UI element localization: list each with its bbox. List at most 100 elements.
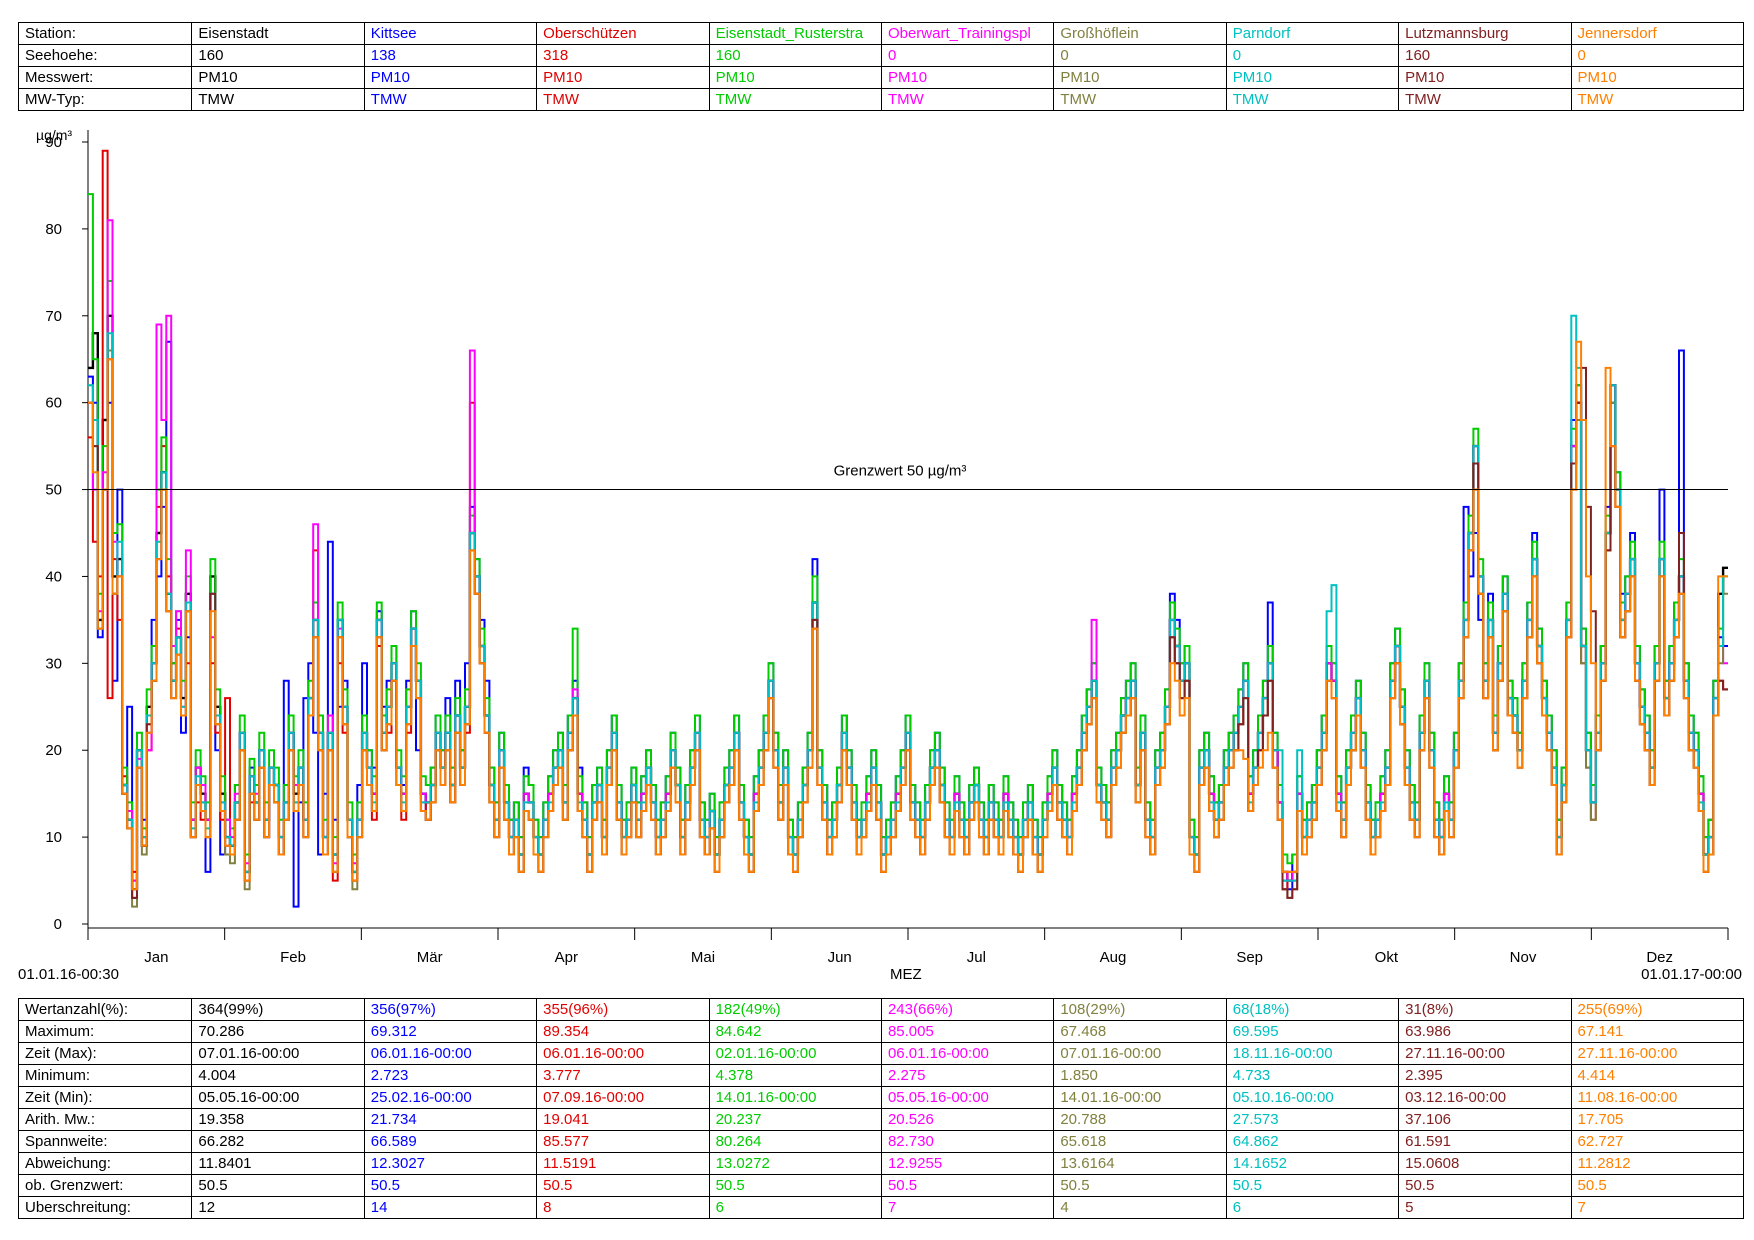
stats-value: 25.02.16-00:00: [363, 1086, 538, 1109]
stats-value: 27.11.16-00:00: [1570, 1042, 1745, 1065]
stats-value: 63.986: [1398, 1020, 1572, 1043]
stats-row: Maximum: 70.286 69.312 89.354 84.642 85.005 67…: [17, 1020, 1745, 1043]
stats-value: 11.2812: [1570, 1152, 1745, 1175]
stats-value: 6: [1225, 1196, 1400, 1219]
x-axis-title: MEZ: [890, 966, 922, 983]
station-cell: Großhöflein: [1053, 22, 1227, 45]
row-label: Messwert:: [17, 66, 193, 89]
stats-value: 37.106: [1398, 1108, 1572, 1131]
station-cell: Eisenstadt_Rusterstra: [708, 22, 882, 45]
x-month-label: Dez: [1646, 949, 1673, 966]
stats-value: 85.577: [536, 1130, 710, 1153]
y-tick-label: 80: [45, 221, 62, 238]
x-month-label: Mär: [417, 949, 443, 966]
stats-label: Abweichung:: [17, 1152, 193, 1175]
stats-value: 7: [1570, 1196, 1745, 1219]
station-cell: 160: [191, 44, 365, 67]
station-cell: Lutzmannsburg: [1398, 22, 1572, 45]
x-month-label: Nov: [1510, 949, 1537, 966]
stats-value: 80.264: [708, 1130, 882, 1153]
stats-row: Zeit (Max): 07.01.16-00:00 06.01.16-00:00 0…: [17, 1042, 1745, 1065]
station-cell: TMW: [191, 88, 365, 111]
x-month-label: Mai: [691, 949, 715, 966]
stats-value: 50.5: [880, 1174, 1055, 1197]
station-cell: 160: [1398, 44, 1572, 67]
series-line: [88, 314, 1728, 891]
station-cell: Oberschützen: [536, 22, 710, 45]
stats-value: 82.730: [880, 1130, 1055, 1153]
stats-value: 2.395: [1398, 1064, 1572, 1087]
stats-label: Arith. Mw.:: [17, 1108, 193, 1131]
station-cell: PM10: [363, 66, 538, 89]
station-cell: TMW: [1225, 88, 1400, 111]
stats-value: 02.01.16-00:00: [708, 1042, 882, 1065]
stats-value: 14.01.16-00:00: [708, 1086, 882, 1109]
stats-row: Abweichung: 11.8401 12.3027 11.5191 13.0272 1…: [17, 1152, 1745, 1175]
stats-value: 2.275: [880, 1064, 1055, 1087]
stats-label: Uberschreitung:: [17, 1196, 193, 1219]
x-month-label: Jun: [828, 949, 852, 966]
stats-value: 13.6164: [1053, 1152, 1227, 1175]
stats-value: 4: [1053, 1196, 1227, 1219]
x-axis: Jan Feb Mär Apr Mai Jun Jul Aug Sep Okt Nov Dez: [87, 927, 1729, 966]
stats-value: 62.727: [1570, 1130, 1745, 1153]
stats-value: 14.01.16-00:00: [1053, 1086, 1227, 1109]
station-cell: PM10: [1398, 66, 1572, 89]
stats-value: 07.01.16-00:00: [1053, 1042, 1227, 1065]
stats-value: 8: [536, 1196, 710, 1219]
stats-label: Minimum:: [17, 1064, 193, 1087]
y-tick-label: 0: [54, 916, 62, 933]
x-end-label: 01.01.17-00:00: [1641, 966, 1742, 983]
stats-value: 66.589: [363, 1130, 538, 1153]
stats-value: 14.1652: [1225, 1152, 1400, 1175]
stats-label: Maximum:: [17, 1020, 193, 1043]
mwtyp-row: MW-Typ: TMW TMW TMW TMW TMW TMW TMW TMW TMW: [17, 88, 1745, 111]
stats-value: 05.10.16-00:00: [1225, 1086, 1400, 1109]
station-cell: 0: [1225, 44, 1400, 67]
series-line: [88, 340, 1728, 891]
station-cell: 160: [708, 44, 882, 67]
y-tick-label: 30: [45, 655, 62, 672]
stats-row: Uberschreitung: 12 14 8 6 7 4 6 5 7: [17, 1196, 1745, 1219]
stats-value: 20.237: [708, 1108, 882, 1131]
x-start-label: 01.01.16-00:30: [18, 966, 119, 983]
stats-value: 67.141: [1570, 1020, 1745, 1043]
stats-label: Wertanzahl(%):: [17, 998, 193, 1021]
stats-value: 11.8401: [191, 1152, 365, 1175]
x-month-label: Jul: [967, 949, 986, 966]
stats-value: 6: [708, 1196, 882, 1219]
stats-row: Spannweite: 66.282 66.589 85.577 80.264 82.73…: [17, 1130, 1745, 1153]
row-label: Seehoehe:: [17, 44, 193, 67]
station-cell: TMW: [363, 88, 538, 111]
station-cell: 0: [1570, 44, 1745, 67]
station-info-table: Station: Eisenstadt Kittsee Oberschützen Eis…: [17, 22, 1745, 111]
y-tick-label: 50: [45, 482, 62, 499]
statistics-table: Wertanzahl(%): 364(99%) 356(97%) 355(96%) 18…: [17, 998, 1745, 1219]
stats-value: 27.573: [1225, 1108, 1400, 1131]
stats-value: 182(49%): [708, 998, 882, 1021]
stats-value: 07.01.16-00:00: [191, 1042, 365, 1065]
stats-value: 7: [880, 1196, 1055, 1219]
seehoehe-row: Seehoehe: 160 138 318 160 0 0 0 160 0: [17, 44, 1745, 67]
station-cell: TMW: [1053, 88, 1227, 111]
stats-value: 4.414: [1570, 1064, 1745, 1087]
limit-line-group: Grenzwert 50 µg/m³: [88, 463, 1728, 491]
x-month-label: Aug: [1100, 949, 1127, 966]
stats-value: 356(97%): [363, 998, 538, 1021]
stats-value: 11.08.16-00:00: [1570, 1086, 1745, 1109]
x-month-label: Apr: [555, 949, 578, 966]
stats-value: 11.5191: [536, 1152, 710, 1175]
stats-value: 15.0608: [1398, 1152, 1572, 1175]
stats-value: 5: [1398, 1196, 1572, 1219]
stats-value: 06.01.16-00:00: [536, 1042, 710, 1065]
stats-label: Spannweite:: [17, 1130, 193, 1153]
stats-row: Arith. Mw.: 19.358 21.734 19.041 20.237 20.52…: [17, 1108, 1745, 1131]
stats-value: 364(99%): [191, 998, 365, 1021]
series-line: [88, 314, 1728, 891]
station-cell: PM10: [1570, 66, 1745, 89]
station-cell: TMW: [1398, 88, 1572, 111]
stats-row: Zeit (Min): 05.05.16-00:00 25.02.16-00:00 0…: [17, 1086, 1745, 1109]
station-cell: Jennersdorf: [1570, 22, 1745, 45]
row-label: Station:: [17, 22, 193, 45]
